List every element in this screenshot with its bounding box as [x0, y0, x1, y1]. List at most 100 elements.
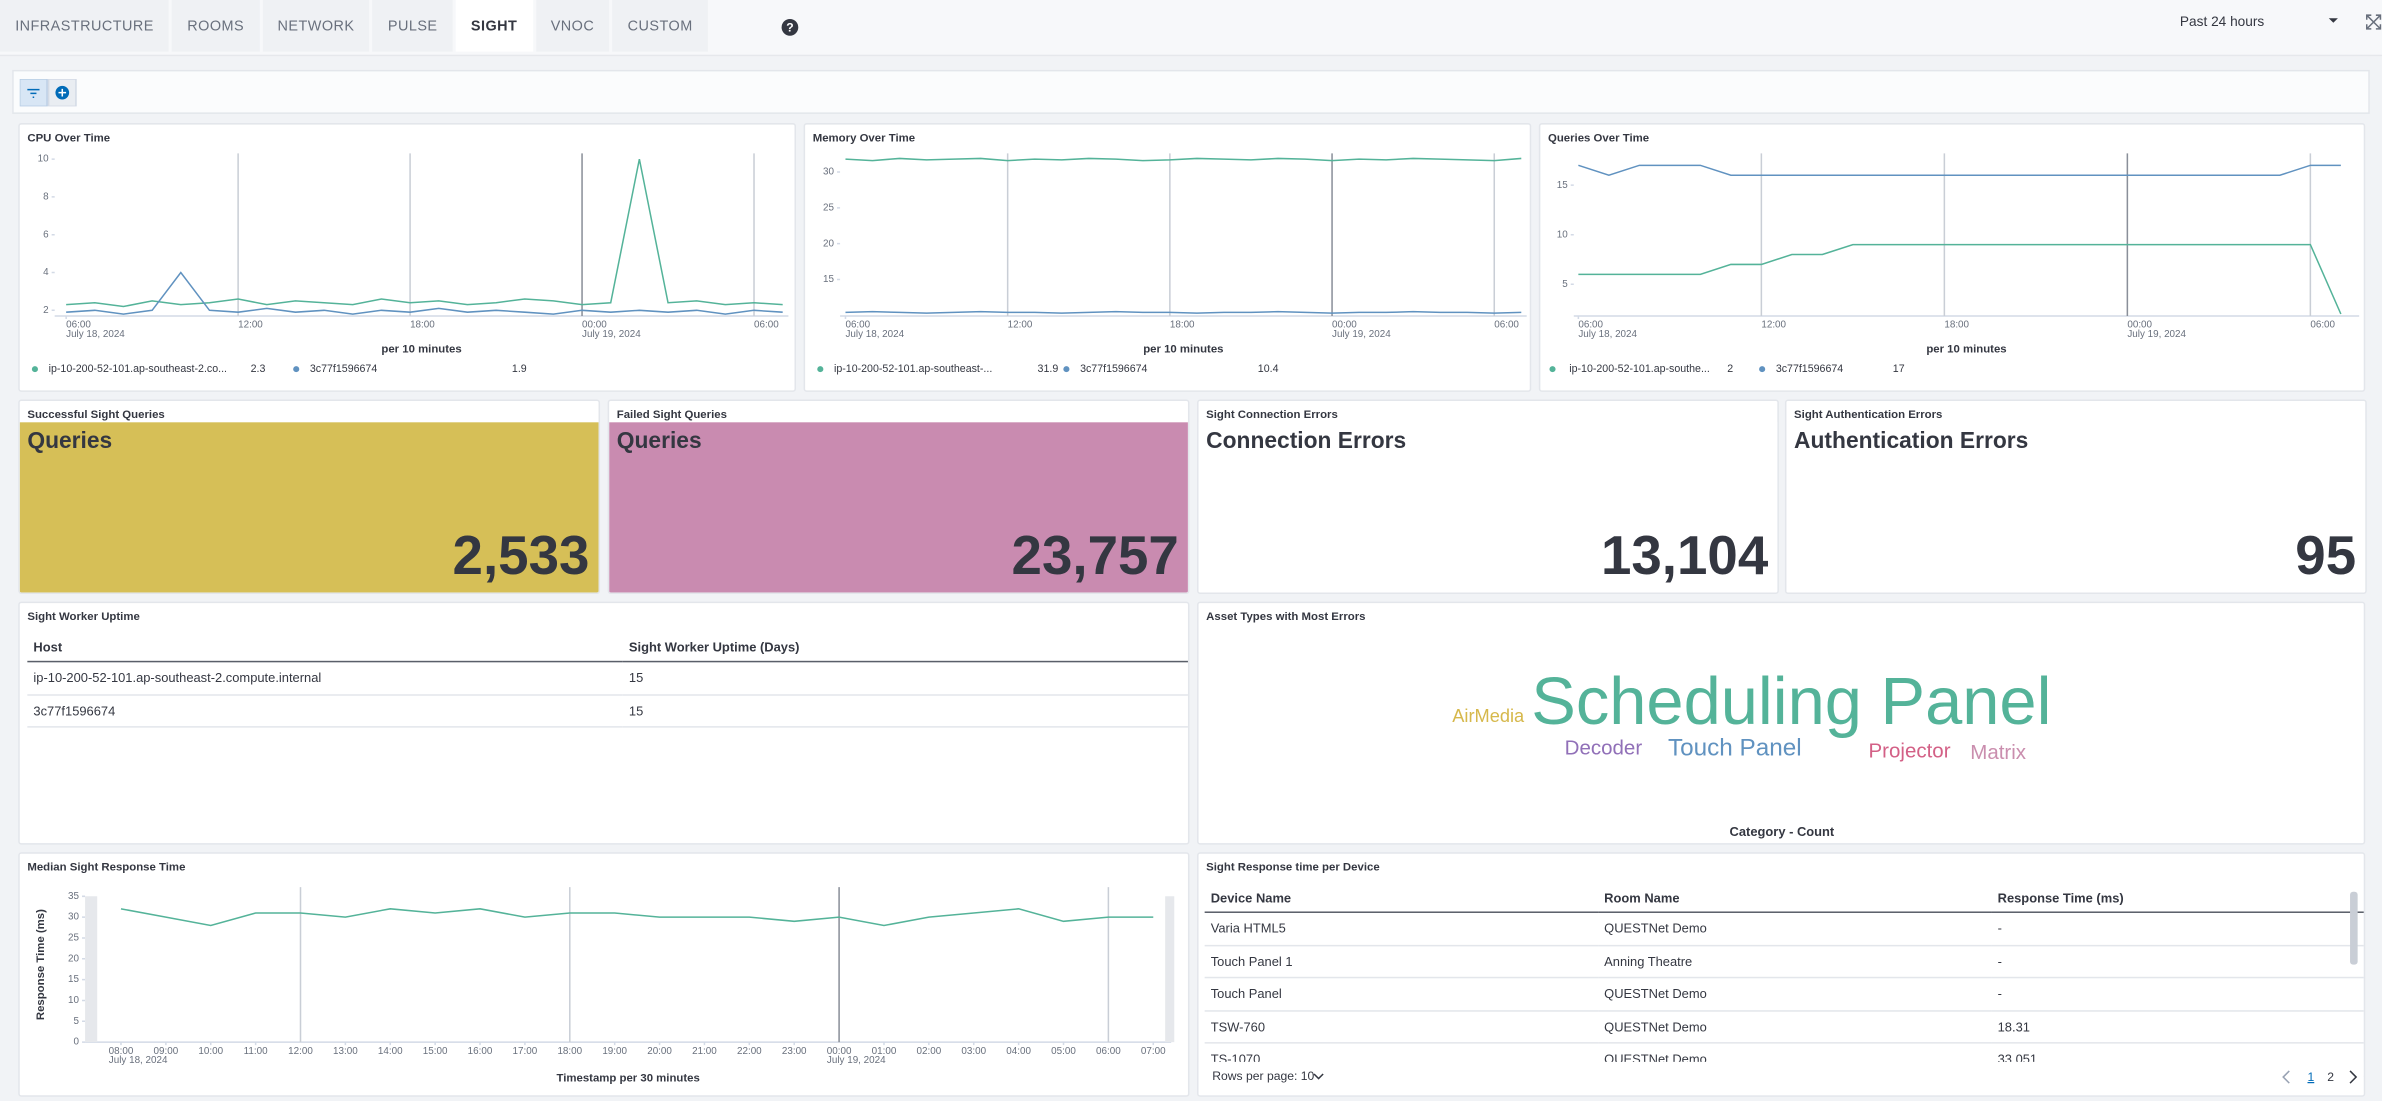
- x-tick-label: 00:00: [2127, 320, 2152, 331]
- panel-title: Successful Sight Queries: [27, 407, 165, 421]
- svg-text:?: ?: [786, 20, 793, 34]
- series-line: [66, 271, 783, 315]
- cloud-word: Decoder: [1565, 736, 1643, 759]
- time-range[interactable]: Past 24 hours: [2179, 13, 2265, 29]
- metric-tile: Authentication Errors 95: [1786, 422, 2366, 593]
- queries-panel: Queries Over Time 5 10 15 06:00 12:00 18:00 00:…: [1538, 123, 2366, 392]
- panel-title: Sight Connection Errors: [1206, 407, 1338, 421]
- legend-name: 3c77f1596674: [1776, 363, 1843, 375]
- legend-name: ip-10-200-52-101.ap-southe...: [1569, 363, 1710, 375]
- column-header: Response Time (ms): [1991, 882, 2364, 913]
- edge-shade: [85, 896, 98, 1043]
- metric-value: 95: [2295, 524, 2357, 587]
- x-tick-label: 12:00: [1008, 320, 1033, 331]
- page-number[interactable]: 1: [2308, 1070, 2315, 1084]
- y-tick-label: 10: [1557, 229, 1568, 240]
- x-axis-title: per 10 minutes: [1143, 343, 1223, 355]
- x-tick-label: 18:00: [1944, 320, 1969, 331]
- legend-dot: [1549, 366, 1556, 373]
- data-table: Device Name Room Name Response Time (ms) Va…: [1204, 882, 2364, 1077]
- legend-name: 3c77f1596674: [310, 363, 377, 375]
- cloud-footer: Category - Count: [1730, 824, 1835, 839]
- tab[interactable]: CUSTOM: [612, 0, 708, 52]
- table-cell: 15: [622, 694, 1188, 728]
- table-cell: TSW-760: [1204, 1010, 1599, 1044]
- table-cell: Varia HTML5: [1204, 912, 1599, 946]
- panel-title: Memory Over Time: [812, 130, 916, 145]
- y-tick-label: 4: [43, 267, 49, 278]
- x-tick-label: 12:00: [288, 1046, 313, 1057]
- cloud-word: Scheduling Panel: [1531, 664, 2051, 739]
- legend-value: 1.9: [512, 363, 527, 375]
- x-tick-label: 01:00: [872, 1046, 897, 1057]
- x-tick-label: 21:00: [692, 1046, 717, 1057]
- table-cell: 15: [622, 661, 1188, 695]
- tab[interactable]: NETWORK: [262, 0, 370, 52]
- x-tick-label: 03:00: [961, 1046, 986, 1057]
- x-tick-label: 05:00: [1051, 1046, 1076, 1057]
- x-tick-label: 10:00: [198, 1046, 223, 1057]
- table-cell: -: [1991, 912, 2364, 946]
- legend-dot: [293, 366, 300, 373]
- metric-label: Queries: [27, 428, 113, 455]
- tab[interactable]: ROOMS: [172, 0, 260, 52]
- x-date-label: July 19, 2024: [827, 1055, 886, 1066]
- table-cell: Touch Panel: [1204, 977, 1599, 1011]
- metric-tile: Connection Errors 13,104: [1198, 422, 1778, 593]
- page-number[interactable]: 2: [2327, 1070, 2334, 1084]
- x-date-label: July 18, 2024: [1578, 329, 1637, 340]
- help-icon[interactable]: ?: [781, 18, 799, 36]
- word-cloud-panel: Asset Types with Most Errors AirMedia Sche…: [1197, 601, 2366, 845]
- rows-per-page[interactable]: Rows per page: 10: [1212, 1069, 1315, 1084]
- table-cell: 3c77f1596674: [27, 694, 623, 728]
- x-tick-label: 04:00: [1006, 1046, 1031, 1057]
- x-tick-label: 06:00: [1096, 1046, 1121, 1057]
- table-cell: -: [1991, 977, 2364, 1011]
- tab[interactable]: INFRASTRUCTURE: [0, 0, 170, 52]
- x-tick-label: 06:00: [1578, 320, 1603, 331]
- legend-value: 10.4: [1258, 363, 1279, 375]
- column-header: Host: [27, 631, 623, 663]
- cloud-word: Touch Panel: [1668, 734, 1802, 761]
- tab[interactable]: PULSE: [372, 0, 453, 52]
- x-axis-title: per 10 minutes: [1926, 343, 2006, 355]
- series-line: [1578, 243, 2342, 315]
- x-tick-label: 12:00: [1761, 320, 1786, 331]
- legend-name: ip-10-200-52-101.ap-southeast-2.co...: [49, 363, 227, 375]
- table-row: Touch Panel QUESTNet Demo -: [1204, 977, 2364, 1011]
- fullscreen-icon[interactable]: [2365, 14, 2382, 31]
- x-tick-label: 06:00: [754, 320, 779, 331]
- y-tick-label: 30: [823, 167, 834, 178]
- legend-value: 31.9: [1038, 363, 1059, 375]
- tab[interactable]: VNOC: [535, 0, 610, 52]
- memory-panel: Memory Over Time 15 20 25 30 06:00 12:00 18:00 0…: [803, 123, 1532, 392]
- x-tick-label: 06:00: [2310, 320, 2335, 331]
- column-header: Device Name: [1204, 882, 1599, 913]
- dropdown-caret[interactable]: [2327, 17, 2339, 26]
- x-tick-label: 06:00: [66, 320, 91, 331]
- filter-buttons[interactable]: [19, 78, 78, 107]
- x-date-label: July 18, 2024: [845, 329, 904, 340]
- tab[interactable]: SIGHT: [455, 0, 533, 52]
- legend-name: 3c77f1596674: [1080, 363, 1147, 375]
- cpu-panel: CPU Over Time 2 4 6 8 10 06:00 12:00 18:00 00:00 0…: [18, 123, 797, 392]
- metric-panel: Failed Sight Queries Queries 23,757: [607, 399, 1190, 594]
- x-date-label: July 18, 2024: [66, 329, 125, 340]
- series-line: [120, 908, 1154, 927]
- y-tick-label: 8: [43, 192, 49, 203]
- x-tick-label: 12:00: [238, 320, 263, 331]
- y-tick-label: 5: [74, 1016, 80, 1027]
- series-line: [845, 157, 1522, 162]
- panel-title: Failed Sight Queries: [616, 407, 727, 421]
- x-date-label: July 18, 2024: [109, 1055, 168, 1066]
- table-row: Varia HTML5 QUESTNet Demo -: [1204, 912, 2364, 946]
- table-cell: 18.31: [1991, 1010, 2364, 1044]
- x-tick-label: 18:00: [557, 1046, 582, 1057]
- x-tick-label: 16:00: [468, 1046, 493, 1057]
- metric-panel: Sight Connection Errors Connection Errors…: [1197, 399, 1779, 594]
- cloud-word: Projector: [1868, 739, 1950, 762]
- panel-title: Median Sight Response Time: [27, 859, 186, 874]
- metric-tile: Queries 23,757: [609, 422, 1188, 593]
